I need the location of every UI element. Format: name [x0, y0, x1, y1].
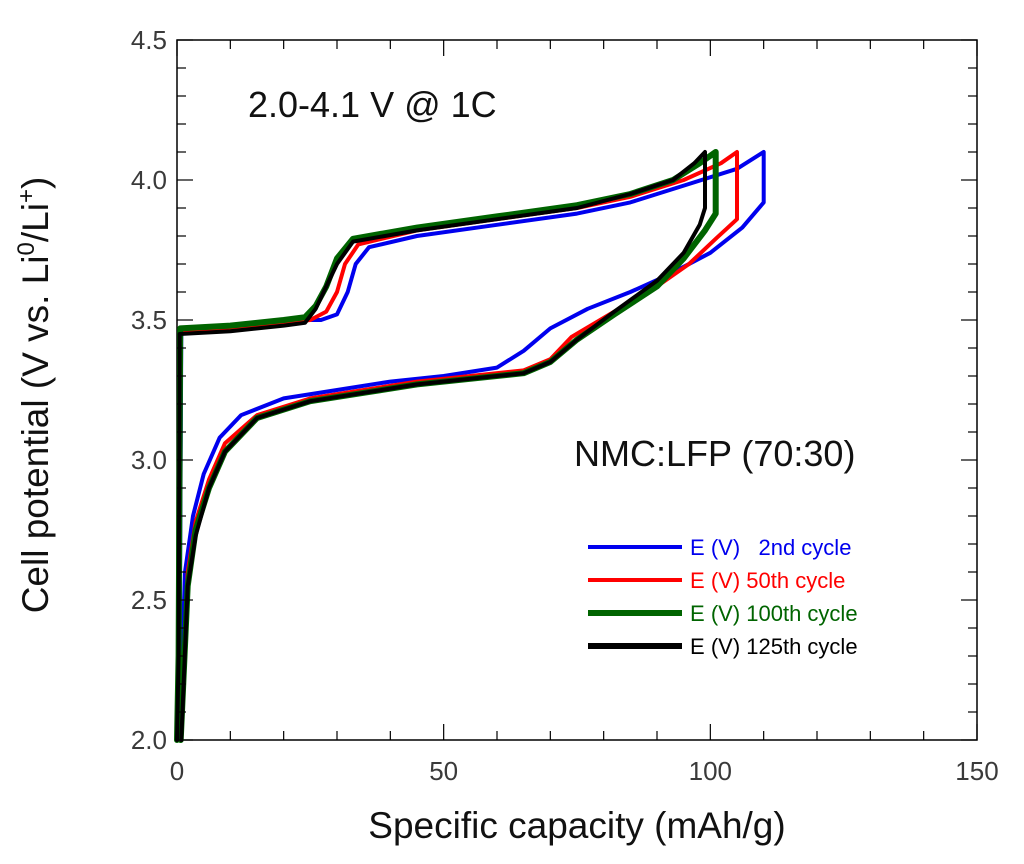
legend-label-2nd: E (V) 2nd cycle [690, 535, 851, 560]
legend-label-125th: E (V) 125th cycle [690, 634, 858, 659]
legend-label-100th: E (V) 100th cycle [690, 601, 858, 626]
y-axis-title: Cell potential (V vs. Li0/Li+) [13, 177, 56, 614]
x-tick-label-50: 50 [429, 756, 458, 786]
y-tick-label-4.5: 4.5 [131, 25, 167, 55]
x-tick-label-150: 150 [955, 756, 998, 786]
x-tick-label-0: 0 [170, 756, 184, 786]
y-tick-label-3.0: 3.0 [131, 445, 167, 475]
x-tick-label-100: 100 [689, 756, 732, 786]
y-tick-label-2.5: 2.5 [131, 585, 167, 615]
annotation-material: NMC:LFP (70:30) [574, 433, 855, 474]
legend: E (V) 2nd cycle E (V) 50th cycle E (V) 1… [588, 535, 858, 659]
ticks-layer: 0 50 100 150 2.0 2.5 3.0 3.5 4.0 4.5 [131, 25, 999, 786]
y-tick-label-4.0: 4.0 [131, 165, 167, 195]
annotation-voltage-window: 2.0-4.1 V @ 1C [248, 84, 497, 125]
series-line-125th-cycle [175, 150, 707, 742]
series-line-2nd-cycle [175, 150, 766, 742]
legend-label-50th: E (V) 50th cycle [690, 568, 845, 593]
y-tick-label-3.5: 3.5 [131, 305, 167, 335]
series-layer [174, 149, 766, 743]
y-tick-label-2.0: 2.0 [131, 725, 167, 755]
x-axis-title: Specific capacity (mAh/g) [368, 805, 785, 846]
